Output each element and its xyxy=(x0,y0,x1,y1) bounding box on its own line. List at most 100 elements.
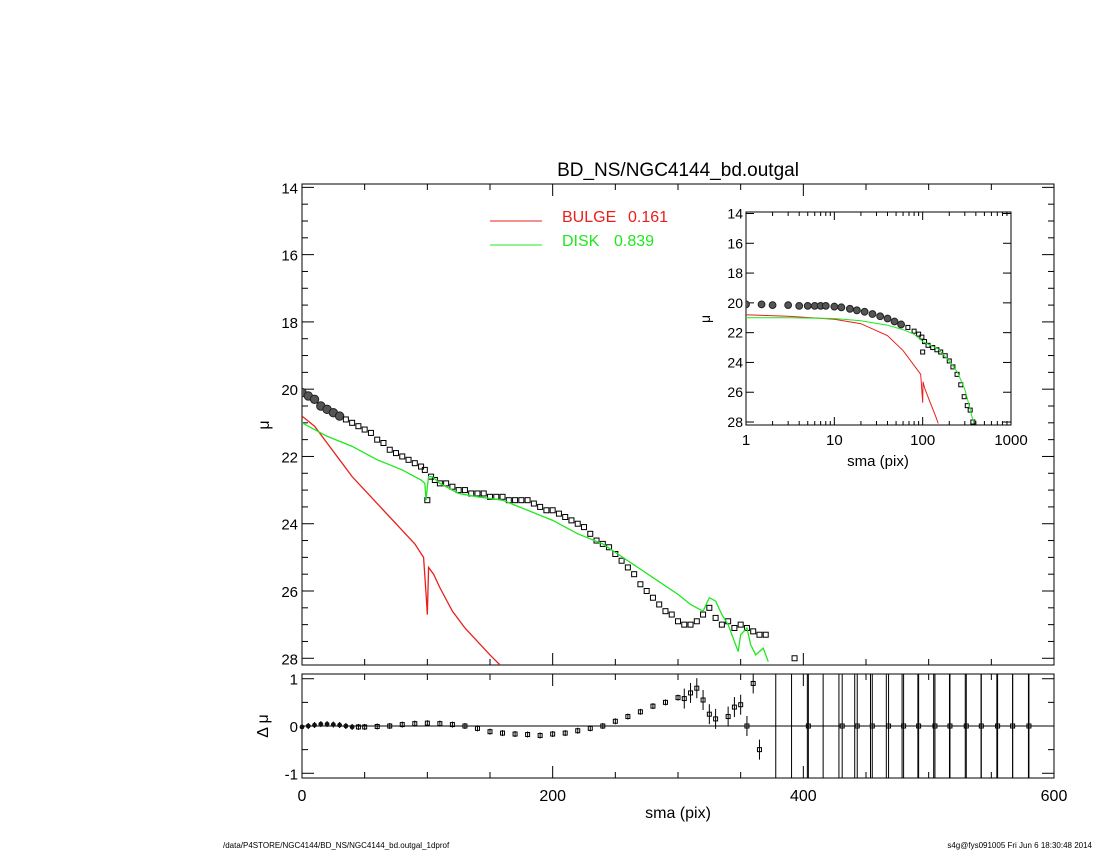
inset-data-point xyxy=(746,300,750,309)
residual-point xyxy=(625,714,631,720)
inset-data-point xyxy=(942,353,948,359)
data-point xyxy=(568,517,575,524)
inset-bulge-line xyxy=(746,314,939,424)
inset-data-point xyxy=(830,302,839,311)
inset-y-tick-label: 28 xyxy=(727,414,743,430)
residual-point xyxy=(713,716,719,722)
residual-point xyxy=(374,723,380,729)
legend-bulge-label: BULGE xyxy=(562,209,616,226)
data-point xyxy=(581,524,587,531)
data-point xyxy=(480,490,487,497)
inset-y-tick-label: 20 xyxy=(727,295,743,311)
residual-point xyxy=(362,724,368,730)
residual-point xyxy=(995,723,1001,729)
data-point xyxy=(718,621,725,628)
residual-point xyxy=(337,722,342,728)
residual-point xyxy=(947,723,953,729)
data-point xyxy=(474,490,481,497)
residual-point xyxy=(355,724,361,730)
main-y-tick-label: 14 xyxy=(281,180,298,197)
residual-point xyxy=(412,721,418,727)
residual-point xyxy=(318,721,324,727)
inset-y-tick-label: 22 xyxy=(727,325,743,341)
data-point xyxy=(361,426,368,433)
inset-y-tick-label: 14 xyxy=(727,205,743,221)
data-point xyxy=(380,440,387,446)
residual-point xyxy=(487,729,493,735)
residual-y-tick-label: -1 xyxy=(285,766,298,783)
residual-point xyxy=(681,696,687,702)
data-point xyxy=(349,419,356,426)
data-point xyxy=(624,564,631,571)
data-point xyxy=(599,540,606,547)
residual-point xyxy=(399,722,405,728)
data-point xyxy=(631,571,638,578)
inset-disk-line xyxy=(746,317,975,424)
inset-data-point xyxy=(890,317,899,326)
data-point xyxy=(549,507,556,514)
inset-x-tick-label: 1000 xyxy=(994,432,1027,449)
residual-point xyxy=(700,697,706,703)
data-point xyxy=(555,510,562,517)
inset-y-tick-label: 16 xyxy=(727,235,743,251)
data-point xyxy=(606,544,613,551)
inset-data-point xyxy=(768,301,777,309)
data-point xyxy=(637,581,644,588)
main-y-tick-label: 18 xyxy=(281,315,298,332)
inset-data-point xyxy=(883,314,892,323)
residual-point xyxy=(449,722,455,728)
residual-point xyxy=(462,723,468,729)
data-point xyxy=(712,614,719,621)
residual-point xyxy=(424,720,430,726)
residual-point xyxy=(600,723,606,729)
residual-point xyxy=(688,690,694,696)
data-point xyxy=(518,497,525,504)
inset-y-tick-label: 26 xyxy=(727,384,743,400)
residual-point xyxy=(330,722,336,727)
main-data xyxy=(302,387,798,665)
residual-point xyxy=(731,704,737,710)
data-point xyxy=(424,497,431,504)
residual-point xyxy=(637,709,643,715)
residual-point xyxy=(932,723,938,729)
inset-data-point xyxy=(837,303,846,312)
inset-data-point xyxy=(876,312,885,321)
bulge-profile-line xyxy=(302,415,501,665)
data-point xyxy=(543,507,550,514)
residual-point xyxy=(312,722,317,728)
data-point xyxy=(411,460,418,467)
main-panel: 14 16 18 20 22 24 26 28 xyxy=(281,180,1055,668)
data-point xyxy=(706,604,713,611)
data-point xyxy=(681,621,688,628)
residual-point xyxy=(437,721,443,727)
residual-point xyxy=(750,680,756,686)
residual-point xyxy=(916,723,922,729)
residual-y-tick-label: 0 xyxy=(290,719,298,736)
footer-timestamp: s4g@fys091005 Fri Jun 6 18:30:48 2014 xyxy=(947,841,1092,850)
residual-point xyxy=(305,723,311,729)
legend-disk-label: DISK xyxy=(562,233,600,250)
data-point xyxy=(756,631,763,638)
data-point xyxy=(731,625,738,631)
inset-y-tick-label: 18 xyxy=(727,265,743,281)
footer-file-path: /data/P4STORE/NGC4144/BD_NS/NGC4144_bd.o… xyxy=(223,841,450,850)
inset-background xyxy=(708,205,1008,475)
data-point xyxy=(461,487,468,494)
inset-data-point xyxy=(920,349,926,355)
data-point xyxy=(649,594,656,601)
residual-point xyxy=(299,724,305,730)
inset-data-point xyxy=(919,334,925,340)
residual-point xyxy=(675,695,681,701)
data-point xyxy=(342,416,349,423)
residual-point xyxy=(343,723,349,729)
data-point xyxy=(693,618,700,625)
x-axis-label: sma (pix) xyxy=(645,805,711,822)
inset-data-point xyxy=(821,301,830,310)
data-point xyxy=(687,621,694,628)
residual-point xyxy=(500,730,506,736)
data-point xyxy=(737,621,744,628)
data-point xyxy=(367,429,374,436)
data-point xyxy=(455,487,462,494)
residual-point xyxy=(587,725,593,731)
